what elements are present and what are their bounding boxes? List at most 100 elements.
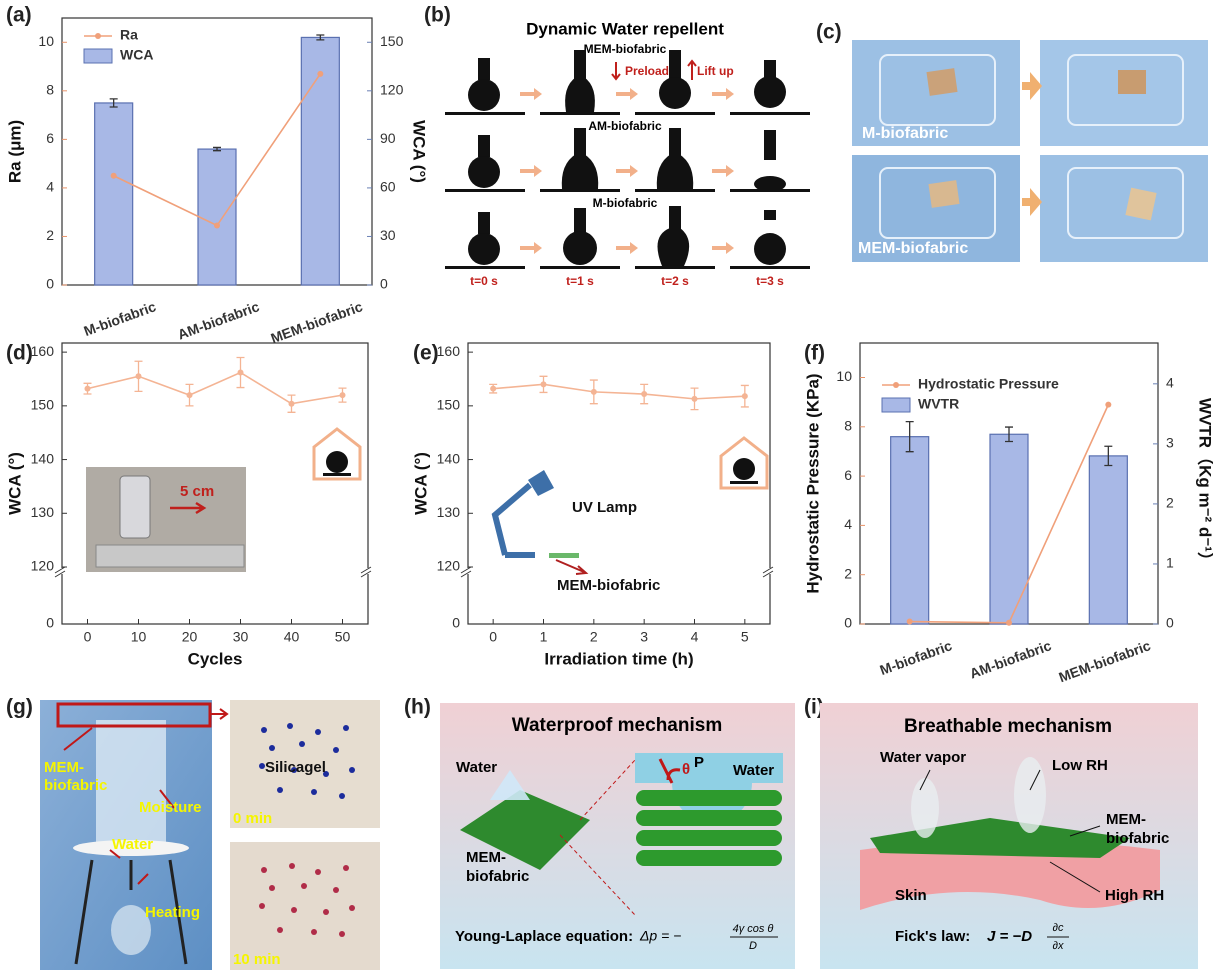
y2-tick-label: 60	[380, 179, 396, 195]
chart: 0 120 130 140 150 160 WCA (°) 0 10 20 30 40 50 Cycles	[5, 342, 373, 668]
x-tick-label: 2	[590, 629, 598, 645]
bar	[94, 102, 134, 286]
sample	[1118, 70, 1146, 94]
panel-label: (a)	[6, 4, 32, 27]
vapor	[1014, 757, 1046, 833]
weight	[119, 475, 151, 539]
annotation: Skin	[895, 887, 927, 904]
beaker	[96, 720, 166, 848]
annotation: Preload	[625, 64, 669, 78]
arrow	[63, 708, 229, 885]
annotation: Heating	[145, 904, 200, 921]
legend-swatch	[881, 397, 911, 413]
panel-label: (b)	[424, 4, 451, 27]
line	[87, 371, 343, 405]
x-tick-label: M-biofabric	[878, 637, 955, 678]
annotation: MEM-	[466, 849, 506, 866]
annotation: biofabric	[1106, 830, 1169, 847]
annotation: P	[694, 754, 704, 771]
panel-e-inset: UV Lamp MEM-biofabric	[491, 436, 769, 594]
y-tick-label: 160	[31, 343, 55, 359]
marker	[186, 392, 193, 399]
lamp	[505, 552, 535, 558]
arrow	[555, 559, 589, 575]
panel-g: MEM- biofabric Moisture Water Heating Si…	[40, 700, 380, 970]
y2-tick-label: 30	[380, 227, 396, 243]
y-tick-label: 120	[437, 558, 461, 574]
water-splash	[490, 770, 530, 800]
lamp	[528, 470, 554, 496]
marker	[135, 373, 142, 380]
x-tick-label: 4	[691, 629, 699, 645]
bar	[1088, 455, 1128, 625]
row-label: MEM-biofabric	[584, 42, 667, 56]
marker	[1006, 619, 1012, 626]
photo-label: M-biofabric	[862, 125, 948, 142]
y2-tick-label: 4	[1166, 375, 1174, 391]
y2-tick-label: 0	[380, 276, 388, 292]
y2-tick-label: 120	[380, 82, 404, 98]
lamp	[491, 482, 532, 556]
time-label: t=0 s	[470, 274, 498, 288]
x-tick-label: MEM-biofabric	[1057, 637, 1153, 685]
annotation: Water	[733, 762, 774, 779]
axis-break	[463, 568, 473, 574]
droplets	[445, 50, 810, 269]
y-tick-label: 140	[31, 450, 55, 466]
error-bar	[1104, 445, 1113, 467]
ruler	[95, 544, 245, 568]
legend-swatch	[893, 382, 899, 388]
time-label: t=2 s	[661, 274, 689, 288]
y-tick-label: 10	[38, 33, 54, 49]
y-tick-label: 4	[46, 179, 54, 195]
equation: 4γ cos θ	[733, 923, 774, 935]
x-axis-label: Irradiation time (h)	[544, 649, 693, 668]
error-bar	[1005, 426, 1013, 443]
chart: 0 2 4 6 8 10 0 1 2 3 4 Hydrostatic Pressure (KPa) WV…	[803, 342, 1213, 685]
y2-tick-label: 0	[1166, 615, 1174, 631]
panel-h: Waterproof mechanism Water P Water θ MEM…	[440, 703, 795, 969]
y-tick-label: 4	[844, 516, 852, 532]
y-tick-label: 150	[437, 397, 461, 413]
annotation: θ	[682, 761, 690, 778]
chart: 0 120 130 140 150 160 WCA (°) 0 1 2 3 4 5 Irradiation…	[411, 342, 775, 668]
fibers	[636, 790, 782, 866]
annotation: Water vapor	[880, 749, 966, 766]
legend-label: Ra	[120, 27, 138, 43]
axis-break	[57, 568, 67, 574]
marker	[906, 618, 913, 625]
panel-d-inset: 5 cm	[86, 427, 362, 572]
x-tick-label: AM-biofabric	[967, 637, 1053, 681]
y2-tick-label: 150	[380, 33, 404, 49]
x-tick-label: 50	[335, 629, 351, 645]
x-tick-label: 30	[233, 629, 249, 645]
axis-break	[765, 568, 775, 574]
axis-break	[360, 566, 372, 578]
x-tick-label: 1	[540, 629, 548, 645]
equation: D	[749, 940, 757, 952]
y-tick-label: 130	[31, 504, 55, 520]
panel-c: M-biofabric MEM-biofabric	[852, 40, 1208, 262]
panel-title: Dynamic Water repellent	[526, 19, 724, 38]
equation-label: Fick's law:	[895, 928, 970, 945]
y-tick-label: 130	[437, 504, 461, 520]
panel-title: Waterproof mechanism	[512, 715, 722, 736]
silica-dots	[259, 863, 355, 937]
y-tick-label: 6	[46, 130, 54, 146]
panel-label: (c)	[816, 21, 842, 44]
time-label: t=1 s	[566, 274, 594, 288]
panel-label: (i)	[804, 696, 824, 719]
bar	[890, 436, 930, 625]
droplet-icon	[312, 427, 362, 481]
photo	[230, 842, 380, 970]
time-label: t=3 s	[756, 274, 784, 288]
x-tick-label: AM-biofabric	[175, 298, 261, 342]
bar	[197, 148, 237, 286]
y-tick-label: 0	[452, 615, 460, 631]
bar	[300, 36, 340, 286]
plot-frame	[467, 342, 771, 625]
panel-label: (h)	[404, 696, 431, 719]
panel-b: Dynamic Water repellent MEM-biofabric AM…	[445, 19, 810, 288]
annotation: Moisture	[139, 799, 202, 816]
